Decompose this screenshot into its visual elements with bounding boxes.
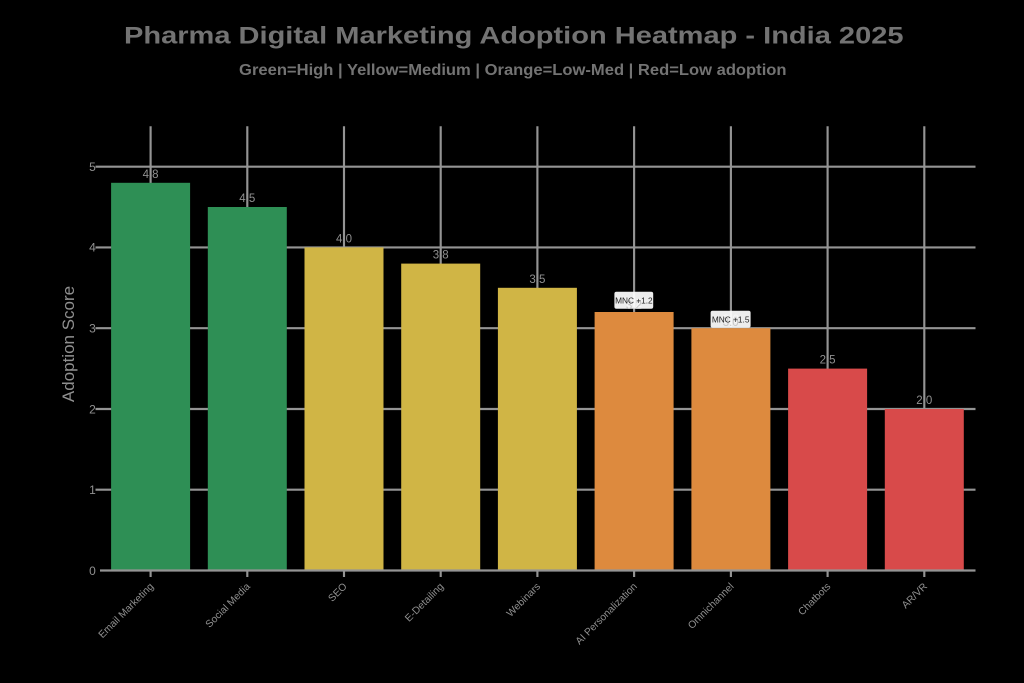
svg-text:Webinars: Webinars: [505, 581, 543, 619]
svg-text:1: 1: [89, 483, 96, 497]
svg-text:4: 4: [89, 241, 96, 255]
svg-text:3: 3: [89, 322, 96, 336]
svg-text:E-Detailing: E-Detailing: [403, 581, 446, 624]
svg-text:MNC +1.2: MNC +1.2: [615, 295, 653, 305]
svg-text:3.0: 3.0: [723, 317, 739, 329]
svg-text:3.8: 3.8: [433, 250, 449, 262]
svg-text:Adoption Score: Adoption Score: [59, 286, 78, 402]
svg-text:3.2: 3.2: [626, 300, 642, 312]
svg-text:4.8: 4.8: [143, 169, 159, 181]
svg-text:Green=High | Yellow=Medium | O: Green=High | Yellow=Medium | Orange=Low-…: [239, 61, 786, 79]
svg-text:Pharma Digital Marketing Adopt: Pharma Digital Marketing Adoption Heatma…: [124, 22, 904, 49]
svg-text:2.5: 2.5: [820, 355, 836, 367]
svg-text:3.5: 3.5: [529, 274, 545, 286]
svg-text:2.0: 2.0: [916, 395, 932, 407]
svg-text:Email Marketing: Email Marketing: [97, 581, 157, 641]
svg-text:4.5: 4.5: [239, 193, 255, 205]
svg-text:AR/VR: AR/VR: [900, 581, 930, 611]
svg-text:Omnichannel: Omnichannel: [686, 581, 736, 631]
svg-text:Social Media: Social Media: [204, 581, 253, 630]
svg-text:SEO: SEO: [327, 581, 350, 604]
svg-text:0: 0: [89, 564, 96, 578]
svg-text:2: 2: [89, 402, 96, 416]
svg-text:AI Personalization: AI Personalization: [574, 581, 640, 647]
svg-text:4.0: 4.0: [336, 233, 352, 245]
svg-text:5: 5: [89, 160, 96, 174]
svg-text:Chatbots: Chatbots: [797, 581, 834, 618]
svg-text:MNC +1.5: MNC +1.5: [712, 314, 750, 324]
